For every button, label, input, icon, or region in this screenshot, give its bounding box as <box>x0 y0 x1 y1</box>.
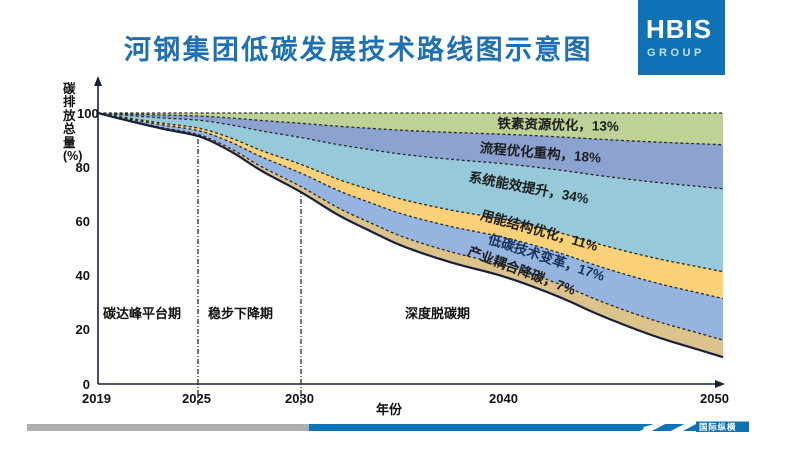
svg-text:铁素资源优化，13%: 铁素资源优化，13% <box>497 115 619 134</box>
